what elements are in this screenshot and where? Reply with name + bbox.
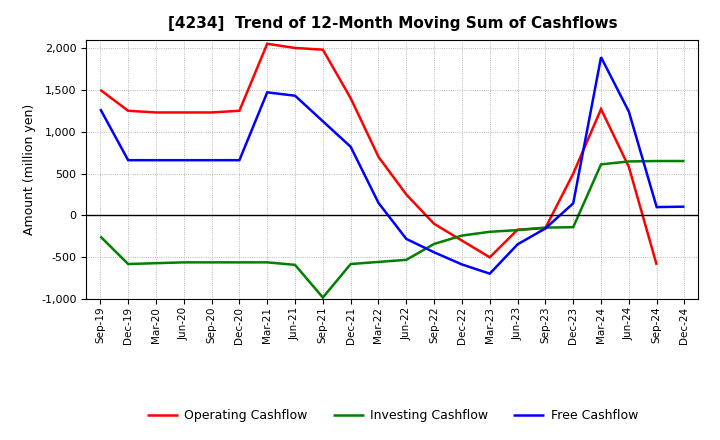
Operating Cashflow (96, 87, 104, 92)
Investing Cashflow (513, 227, 522, 233)
Operating Cashflow (291, 45, 300, 51)
Investing Cashflow (652, 158, 661, 164)
Free Cashflow (207, 158, 216, 163)
Free Cashflow (513, 242, 522, 247)
Investing Cashflow (318, 295, 327, 300)
Investing Cashflow (430, 241, 438, 246)
Investing Cashflow (179, 260, 188, 265)
Line: Free Cashflow: Free Cashflow (100, 57, 685, 274)
Free Cashflow (624, 109, 633, 114)
Investing Cashflow (458, 233, 467, 238)
Operating Cashflow (652, 262, 661, 268)
Investing Cashflow (374, 259, 383, 264)
Free Cashflow (374, 200, 383, 205)
Free Cashflow (124, 158, 132, 163)
Investing Cashflow (569, 224, 577, 230)
Free Cashflow (291, 93, 300, 99)
Line: Operating Cashflow: Operating Cashflow (100, 44, 657, 265)
Free Cashflow (541, 226, 550, 231)
Operating Cashflow (235, 108, 243, 114)
Investing Cashflow (485, 229, 494, 235)
Investing Cashflow (402, 257, 410, 263)
Investing Cashflow (680, 158, 689, 164)
Operating Cashflow (569, 171, 577, 176)
Operating Cashflow (402, 192, 410, 197)
Free Cashflow (179, 158, 188, 163)
Operating Cashflow (318, 47, 327, 52)
Free Cashflow (152, 158, 161, 163)
Line: Investing Cashflow: Investing Cashflow (100, 161, 685, 297)
Free Cashflow (96, 106, 104, 112)
Operating Cashflow (513, 227, 522, 232)
Free Cashflow (346, 144, 355, 150)
Operating Cashflow (485, 255, 494, 260)
Investing Cashflow (152, 260, 161, 266)
Investing Cashflow (207, 260, 216, 265)
Investing Cashflow (124, 261, 132, 267)
Free Cashflow (485, 271, 494, 276)
Free Cashflow (680, 204, 689, 209)
Operating Cashflow (152, 110, 161, 115)
Investing Cashflow (263, 260, 271, 265)
Investing Cashflow (235, 260, 243, 265)
Y-axis label: Amount (million yen): Amount (million yen) (22, 104, 35, 235)
Operating Cashflow (179, 110, 188, 115)
Operating Cashflow (346, 95, 355, 101)
Operating Cashflow (541, 225, 550, 231)
Free Cashflow (652, 205, 661, 210)
Investing Cashflow (597, 162, 606, 167)
Investing Cashflow (346, 261, 355, 267)
Title: [4234]  Trend of 12-Month Moving Sum of Cashflows: [4234] Trend of 12-Month Moving Sum of C… (168, 16, 617, 32)
Legend: Operating Cashflow, Investing Cashflow, Free Cashflow: Operating Cashflow, Investing Cashflow, … (142, 404, 643, 427)
Operating Cashflow (374, 154, 383, 159)
Operating Cashflow (124, 108, 132, 114)
Operating Cashflow (430, 221, 438, 227)
Operating Cashflow (263, 41, 271, 47)
Free Cashflow (458, 262, 467, 267)
Operating Cashflow (458, 238, 467, 243)
Investing Cashflow (291, 262, 300, 268)
Operating Cashflow (597, 106, 606, 112)
Operating Cashflow (624, 164, 633, 169)
Investing Cashflow (624, 159, 633, 164)
Free Cashflow (597, 55, 606, 60)
Free Cashflow (569, 201, 577, 206)
Free Cashflow (235, 158, 243, 163)
Investing Cashflow (541, 225, 550, 230)
Operating Cashflow (207, 110, 216, 115)
Free Cashflow (263, 90, 271, 95)
Free Cashflow (430, 249, 438, 255)
Investing Cashflow (96, 234, 104, 239)
Free Cashflow (402, 236, 410, 242)
